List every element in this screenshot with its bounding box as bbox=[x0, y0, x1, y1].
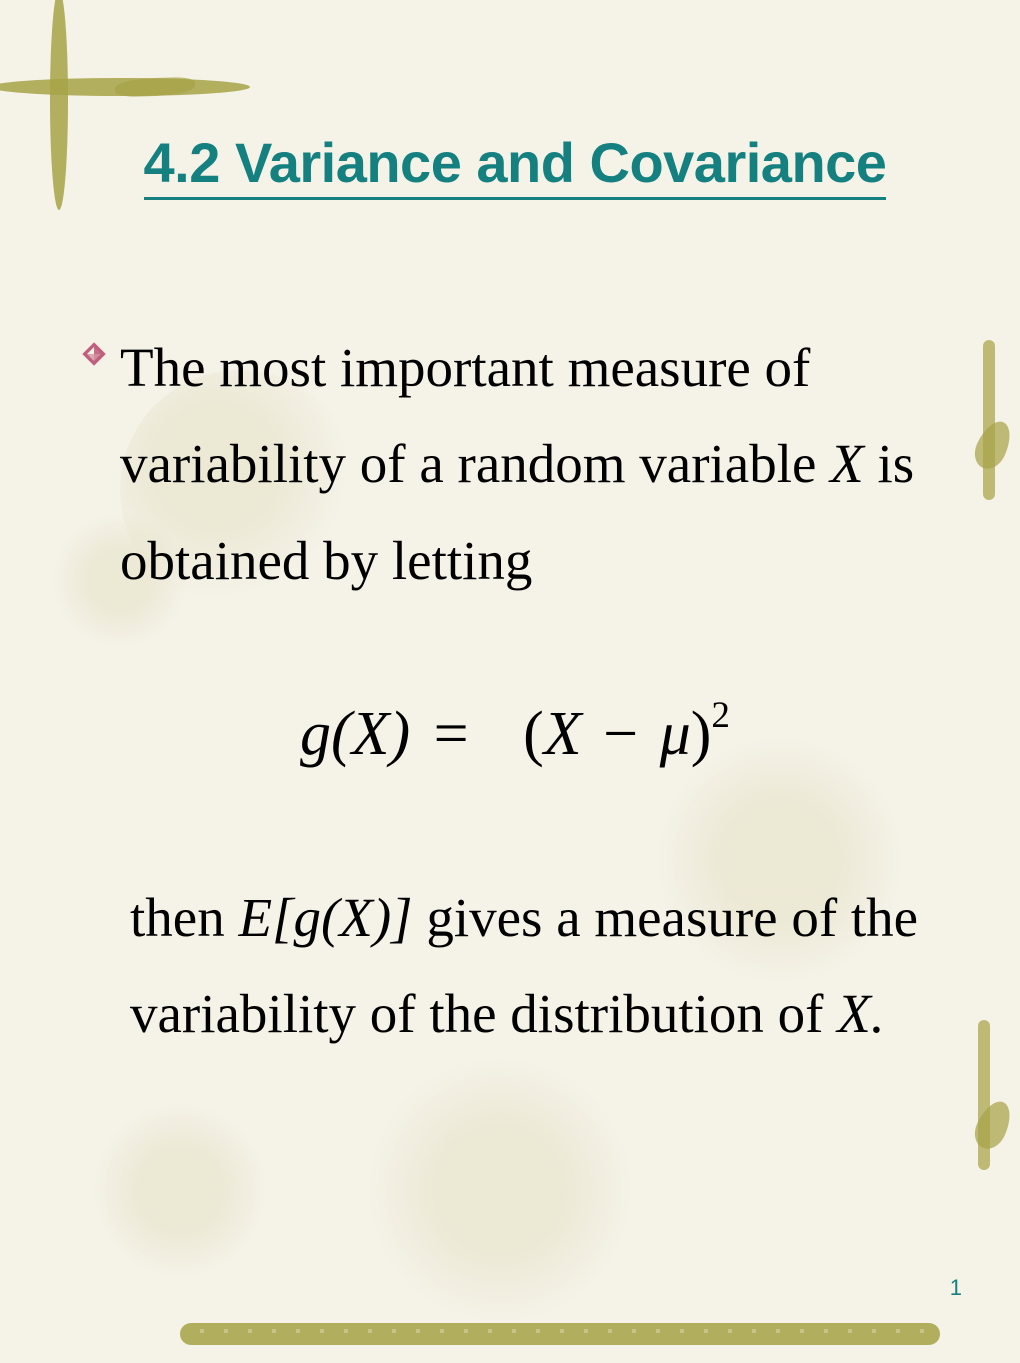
mu-symbol: μ bbox=[660, 700, 691, 768]
minus-sign: − bbox=[582, 700, 660, 768]
floral-watermark-icon bbox=[80, 1100, 280, 1280]
open-paren: ( bbox=[523, 700, 544, 768]
expected-value-expr: E[g(X)] bbox=[238, 887, 412, 948]
close-paren: ) bbox=[691, 700, 712, 768]
variable-x: X bbox=[830, 433, 864, 494]
diamond-bullet-icon bbox=[80, 340, 108, 368]
formula: g(X) = (X − μ)2 bbox=[70, 699, 960, 770]
slide-content: 4.2 Variance and Covariance The most imp… bbox=[0, 0, 1020, 1122]
continuation-text: then E[g(X)] gives a measure of the vari… bbox=[130, 870, 940, 1063]
page-number: 1 bbox=[950, 1275, 962, 1301]
bullet-block: The most important measure of variabilit… bbox=[80, 320, 950, 609]
text-fragment: then bbox=[130, 887, 238, 948]
exponent: 2 bbox=[711, 695, 730, 736]
variable-x: X bbox=[544, 700, 582, 768]
text-fragment: random variable bbox=[458, 433, 831, 494]
formula-lhs: g(X) bbox=[300, 700, 410, 768]
slide-title: 4.2 Variance and Covariance bbox=[144, 130, 887, 200]
bullet-row: The most important measure of variabilit… bbox=[80, 320, 950, 609]
brush-stroke-icon bbox=[180, 1323, 940, 1345]
bullet-text: The most important measure of variabilit… bbox=[120, 320, 950, 609]
equals-sign: = bbox=[410, 700, 492, 768]
text-fragment: of the distribution of bbox=[370, 983, 837, 1044]
variable-x: X. bbox=[837, 983, 884, 1044]
continuation-block: then E[g(X)] gives a measure of the vari… bbox=[130, 870, 940, 1063]
title-wrap: 4.2 Variance and Covariance bbox=[70, 130, 960, 320]
